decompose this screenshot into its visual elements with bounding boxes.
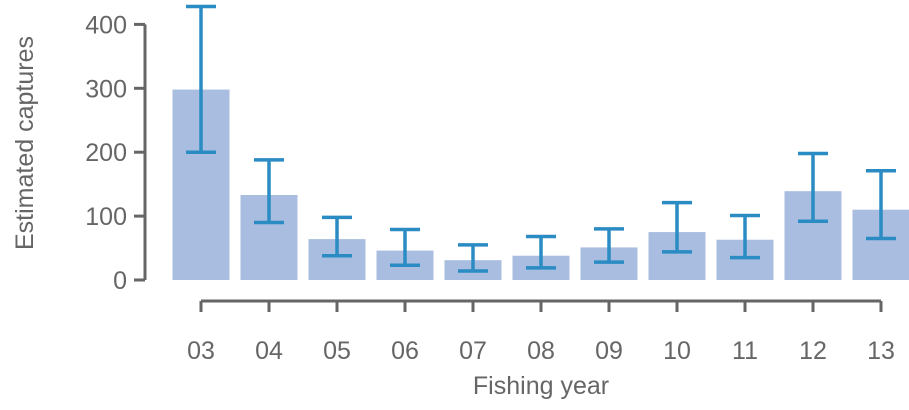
x-tick-label: 09 — [595, 337, 623, 365]
x-axis-title: Fishing year — [473, 372, 609, 400]
y-tick-label: 200 — [85, 139, 127, 167]
x-tick-label: 11 — [732, 337, 758, 365]
y-tick-label: 100 — [85, 203, 127, 231]
y-tick-label: 400 — [85, 11, 127, 39]
x-tick-label: 03 — [187, 337, 215, 365]
x-tick-label: 08 — [527, 337, 555, 365]
x-tick-label: 07 — [459, 337, 487, 365]
x-tick-label: 10 — [663, 337, 691, 365]
y-axis-title: Estimated captures — [11, 36, 39, 250]
x-tick-label: 12 — [799, 337, 827, 365]
y-axis: 0 100 200 300 400 — [85, 11, 145, 295]
y-tick-label: 300 — [85, 75, 127, 103]
x-tick-label: 06 — [391, 337, 419, 365]
x-axis: 03 04 05 06 07 08 09 10 11 12 13 — [187, 301, 895, 365]
x-tick-label: 13 — [867, 337, 895, 365]
y-tick-label: 0 — [113, 267, 127, 295]
x-tick-label: 05 — [323, 337, 351, 365]
x-tick-label: 04 — [255, 337, 283, 365]
